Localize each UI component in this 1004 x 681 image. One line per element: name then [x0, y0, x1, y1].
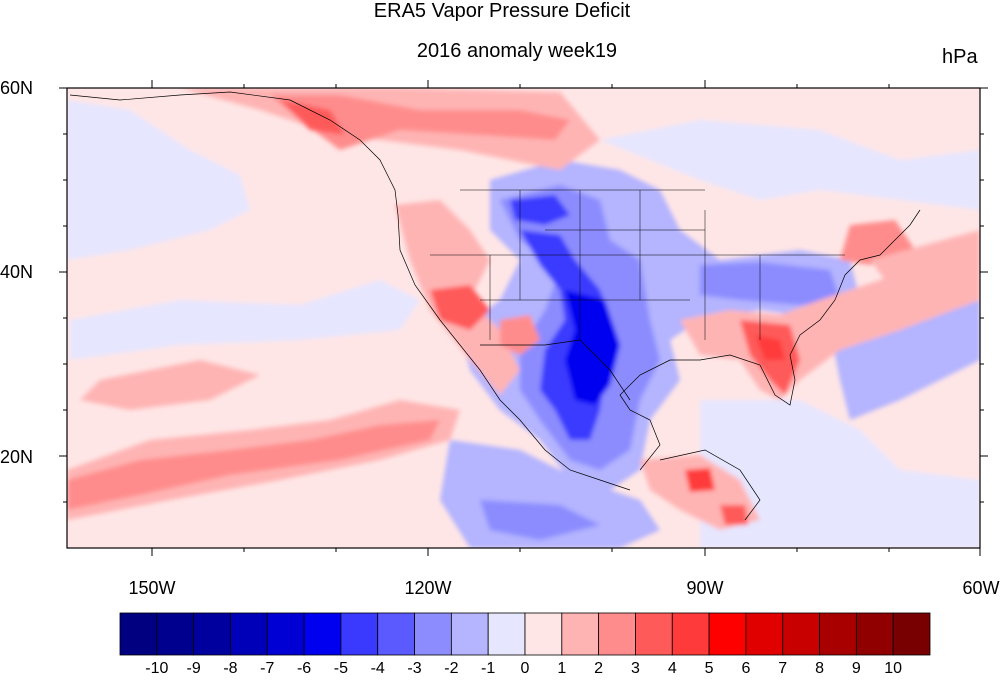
central-america-coast	[659, 449, 761, 521]
lat-tick-label: 40N	[0, 262, 34, 282]
colorbar-level-label: 5	[704, 660, 714, 677]
negative-anomaly-area	[600, 120, 980, 210]
colorbar	[119, 612, 931, 656]
colorbar-swatch	[230, 612, 268, 656]
colorbar-level-label: -8	[223, 660, 238, 677]
us-mexico-border	[480, 339, 631, 401]
colorbar-level-label: 1	[557, 660, 567, 677]
positive-anomaly-area	[80, 360, 260, 410]
colorbar-level-label: -1	[481, 660, 496, 677]
colorbar-swatch	[377, 612, 415, 656]
pacific-coastline	[69, 91, 631, 491]
colorbar-swatch	[266, 612, 305, 656]
colorbar-swatch	[414, 612, 452, 656]
colorbar-level-label: 9	[851, 660, 861, 677]
colorbar-level-label: -5	[333, 660, 349, 677]
colorbar-swatch	[745, 612, 784, 656]
colorbar-swatch	[524, 612, 563, 656]
colorbar-level-label: 0	[520, 660, 530, 677]
colorbar-level-label: 6	[741, 660, 751, 677]
state-boundaries	[430, 189, 845, 340]
colorbar-level-label: -3	[407, 660, 422, 677]
colorbar-swatch	[782, 612, 820, 656]
negative-anomaly-area	[67, 100, 250, 260]
positive-anomaly-area	[280, 100, 345, 135]
chart-subtitle: 2016 anomaly week19	[416, 40, 618, 62]
negative-anomaly-area	[700, 262, 840, 305]
lat-tick-label: 60N	[0, 78, 34, 98]
colorbar-level-label: -2	[444, 660, 459, 677]
colorbar-level-label: -10	[145, 660, 169, 677]
positive-anomaly-area	[755, 335, 785, 360]
positive-anomaly-area	[430, 285, 490, 330]
colorbar-swatch	[119, 612, 158, 656]
coastline-boundaries	[69, 91, 921, 521]
colorbar-level-label: 3	[631, 660, 640, 677]
colorbar-swatch	[892, 612, 931, 656]
colorbar-swatch	[671, 612, 710, 656]
colorbar-level-label: 8	[815, 660, 824, 677]
colorbar-swatch	[635, 612, 673, 656]
lon-tick-label: 120W	[404, 578, 452, 598]
colorbar-swatch	[193, 612, 231, 656]
colorbar-swatch	[487, 612, 526, 656]
colorbar-swatch	[156, 612, 195, 656]
colorbar-level-label: 2	[594, 660, 604, 677]
axis-ticks	[59, 80, 988, 556]
negative-anomaly-area	[480, 500, 600, 540]
colorbar-swatch	[450, 612, 489, 656]
lon-tick-label: 150W	[128, 578, 176, 598]
positive-anomaly-area	[270, 95, 570, 150]
negative-anomaly-area	[565, 290, 620, 405]
negative-anomaly-area	[70, 280, 420, 360]
anomaly-field	[67, 88, 980, 548]
colorbar-swatch	[819, 612, 857, 656]
positive-anomaly-area	[720, 505, 748, 525]
colorbar-level-label: -7	[260, 660, 275, 677]
lon-tick-label: 60W	[962, 578, 1000, 598]
atlantic-gulf-coastline	[619, 209, 921, 471]
colorbar-level-label: 4	[667, 660, 677, 677]
colorbar-level-label: 10	[884, 660, 903, 677]
positive-anomaly-area	[685, 468, 715, 492]
colorbar-swatch	[303, 612, 342, 656]
colorbar-level-label: 7	[778, 660, 788, 677]
colorbar-swatch	[598, 612, 636, 656]
negative-anomaly-area	[510, 195, 570, 225]
lat-tick-label: 20N	[0, 447, 34, 467]
negative-anomaly-area	[700, 400, 980, 548]
positive-anomaly-area	[870, 230, 980, 300]
colorbar-level-label: -9	[186, 660, 201, 677]
positive-anomaly-area	[67, 420, 440, 510]
colorbar-swatch	[340, 612, 379, 656]
colorbar-swatch	[855, 612, 894, 656]
colorbar-swatch	[561, 612, 600, 656]
colorbar-level-label: -6	[296, 660, 312, 677]
units-label: hPa	[942, 46, 978, 68]
colorbar-level-label: -4	[370, 660, 385, 677]
lon-tick-label: 90W	[686, 578, 724, 598]
chart-title: ERA5 Vapor Pressure Deficit	[373, 0, 631, 22]
colorbar-swatch	[708, 612, 747, 656]
